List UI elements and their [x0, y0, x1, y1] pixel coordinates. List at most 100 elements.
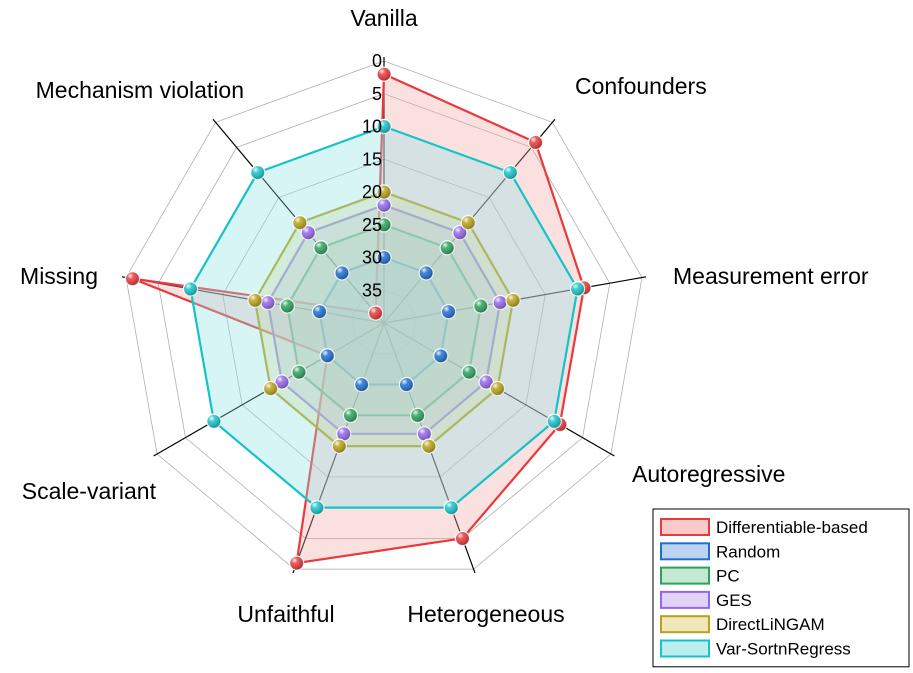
radar-series [124, 66, 592, 571]
axis-label-measurement-error: Measurement error [673, 263, 869, 289]
data-point-shine [473, 298, 488, 313]
data-point-shine [312, 304, 327, 319]
legend-label: PC [716, 567, 740, 586]
series-area-6 [189, 125, 579, 509]
axis-label-heterogeneous: Heterogeneous [407, 601, 564, 627]
data-point-shine [354, 377, 369, 392]
data-point-shine [206, 414, 221, 429]
data-point-shine [490, 381, 505, 396]
data-point [182, 281, 199, 297]
data-point [279, 298, 295, 314]
data-point-shine [332, 439, 347, 454]
data-point-shine [377, 198, 391, 213]
data-point-shine [260, 295, 275, 310]
data-point [398, 376, 415, 393]
data-point-shine [440, 240, 455, 255]
axis-label-autoregressive: Autoregressive [632, 461, 785, 487]
data-point-shine [417, 426, 432, 441]
grid-ring-1 [351, 289, 417, 355]
data-point [418, 265, 434, 281]
data-point-shine [377, 67, 391, 82]
data-point [124, 271, 141, 287]
legend-label: DirectLiNGAM [716, 615, 825, 634]
radial-tick-label: 10 [362, 117, 382, 137]
data-point [247, 292, 263, 308]
radial-tick-labels: 0 5 10 15 20 25 30 35 [362, 51, 382, 300]
axis-label-vanilla: Vanilla [350, 5, 418, 31]
legend-label: GES [716, 591, 752, 610]
grid-ring-8 [125, 60, 643, 570]
data-point [443, 500, 459, 516]
legend-item: Differentiable-based [660, 518, 868, 537]
data-point [319, 348, 335, 364]
data-point [460, 215, 476, 231]
data-point [289, 555, 305, 571]
data-point [546, 413, 562, 429]
data-point-shine [274, 374, 289, 389]
data-point [313, 240, 329, 256]
data-point [300, 225, 316, 241]
data-point [492, 294, 508, 311]
axis-label-missing: Missing [20, 263, 98, 289]
data-point-shine [301, 225, 316, 240]
data-point [367, 305, 384, 321]
data-point-shine [309, 500, 324, 515]
data-point-shine [377, 119, 391, 134]
data-point-shine [461, 215, 476, 230]
legend-label: Var-SortnRegress [716, 640, 851, 659]
data-point [262, 380, 279, 397]
data-point-shine [336, 426, 351, 441]
data-point-shine [479, 374, 494, 389]
radial-tick-label: 30 [362, 248, 382, 268]
data-point [454, 530, 471, 547]
data-point [433, 348, 449, 364]
axis-label-unfaithful: Unfaithful [237, 601, 334, 627]
data-point [309, 500, 325, 516]
data-point-shine [247, 293, 262, 308]
data-point-shine [334, 265, 349, 280]
data-point-shine [547, 414, 562, 429]
legend-label: Random [716, 542, 780, 561]
data-point [376, 249, 392, 266]
data-point [260, 294, 276, 311]
data-point [274, 374, 290, 390]
data-point [569, 281, 586, 297]
data-point [376, 197, 392, 213]
data-point-shine [441, 304, 456, 319]
legend-swatch [660, 566, 710, 585]
data-point-shine [280, 298, 295, 313]
radial-tick-label: 35 [362, 280, 382, 300]
axis-labels: Vanilla Confounders Measurement error Autor… [20, 5, 869, 627]
legend-swatch [660, 518, 710, 536]
data-point [376, 184, 392, 200]
data-point-shine [125, 271, 140, 286]
legend-label: Differentiable-based [716, 518, 868, 537]
data-point-shine [292, 215, 307, 230]
data-point-shine [368, 305, 383, 320]
data-point [206, 413, 222, 429]
data-point-shine [528, 135, 543, 150]
data-point [376, 217, 392, 233]
data-point [342, 407, 358, 423]
legend-swatch [660, 639, 710, 658]
data-point-shine [313, 240, 328, 255]
data-point-shine [377, 217, 391, 232]
data-point-shine [493, 295, 508, 310]
data-point-shine [377, 250, 391, 265]
grid-ring-7 [157, 93, 611, 539]
data-point [452, 225, 468, 241]
data-point [250, 164, 266, 181]
data-point [505, 292, 521, 308]
data-point-shine [289, 556, 304, 571]
radial-tick-label: 25 [362, 215, 382, 235]
data-point-shine [433, 348, 448, 363]
data-point-shine [183, 281, 198, 296]
data-point [331, 438, 347, 454]
legend-item: Random [660, 542, 780, 561]
legend-item: GES [660, 590, 752, 610]
legend-item: DirectLiNGAM [660, 615, 825, 634]
data-point [334, 265, 350, 281]
data-point [502, 164, 518, 181]
series-area-4 [266, 204, 502, 435]
data-point-shine [320, 348, 335, 363]
